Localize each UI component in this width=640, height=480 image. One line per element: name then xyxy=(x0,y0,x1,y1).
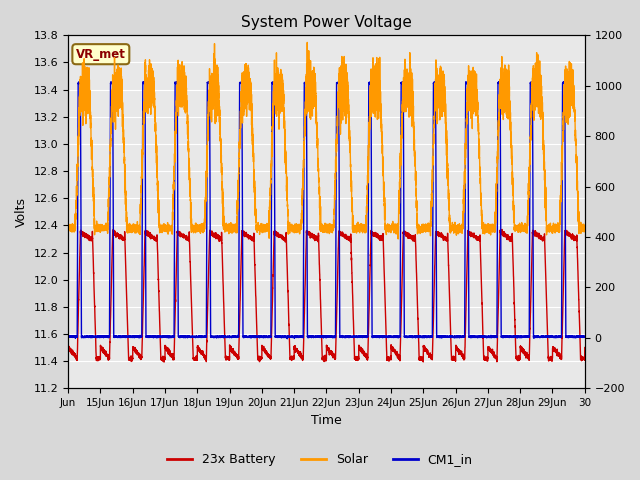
Text: VR_met: VR_met xyxy=(76,48,126,60)
Legend: 23x Battery, Solar, CM1_in: 23x Battery, Solar, CM1_in xyxy=(163,448,477,471)
X-axis label: Time: Time xyxy=(311,414,342,427)
Y-axis label: Volts: Volts xyxy=(15,197,28,227)
Title: System Power Voltage: System Power Voltage xyxy=(241,15,412,30)
